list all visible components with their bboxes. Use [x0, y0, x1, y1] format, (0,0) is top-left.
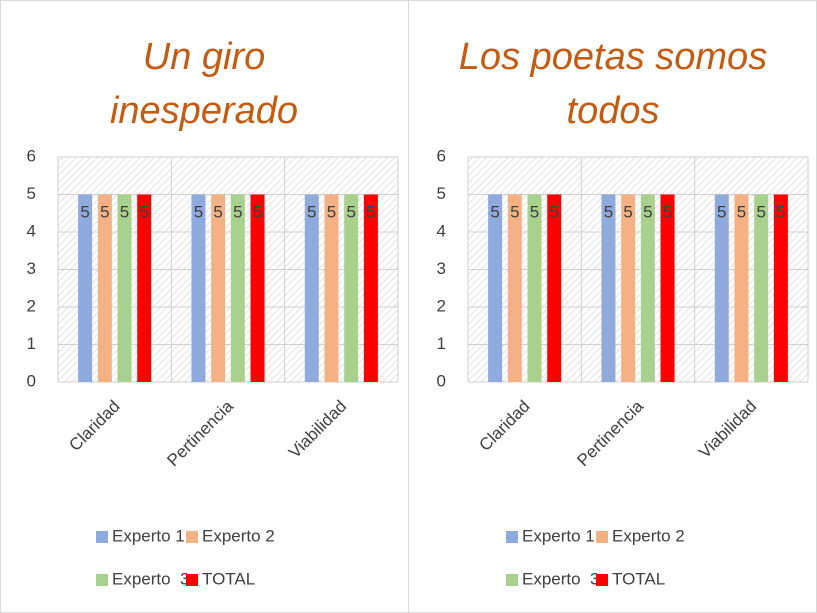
legend-label: TOTAL [612, 569, 665, 588]
x-tick-label: Viabilidad [695, 397, 760, 462]
bar [78, 194, 93, 382]
data-label: 5 [366, 203, 375, 222]
legend-label: Experto 3 [112, 569, 190, 588]
x-tick-label: Pertinencia [573, 396, 647, 470]
bar [230, 194, 245, 382]
bar [488, 194, 503, 382]
data-label: 5 [717, 203, 726, 222]
x-tick-label: Claridad [475, 397, 533, 455]
y-tick-label: 3 [437, 259, 446, 278]
y-tick-label: 0 [27, 371, 36, 390]
bar [97, 194, 112, 382]
data-label: 5 [776, 203, 785, 222]
y-tick-label: 6 [27, 146, 36, 165]
y-tick-label: 2 [27, 296, 36, 315]
y-tick-label: 5 [27, 184, 36, 203]
bar [734, 194, 749, 382]
bar [621, 194, 636, 382]
legend-label: Experto 3 [522, 569, 600, 588]
data-label: 5 [213, 203, 222, 222]
legend-label: Experto 1 [522, 526, 595, 545]
legend-swatch [596, 574, 608, 586]
legend-swatch [186, 531, 198, 543]
bar [250, 194, 265, 382]
bar [191, 194, 206, 382]
data-label: 5 [604, 203, 613, 222]
bar [507, 194, 522, 382]
data-label: 5 [120, 203, 129, 222]
bar [117, 194, 132, 382]
data-label: 5 [307, 203, 316, 222]
chart-title: Un giro inesperado [109, 36, 299, 132]
bar [754, 194, 769, 382]
bar [304, 194, 319, 382]
data-label: 5 [490, 203, 499, 222]
x-tick-label: Viabilidad [285, 397, 350, 462]
y-tick-label: 4 [437, 221, 446, 240]
bar [773, 194, 788, 382]
bar [660, 194, 675, 382]
data-label: 5 [139, 203, 148, 222]
data-label: 5 [327, 203, 336, 222]
y-tick-label: 1 [437, 334, 446, 353]
y-tick-label: 4 [27, 221, 36, 240]
y-tick-label: 2 [437, 296, 446, 315]
data-label: 5 [643, 203, 652, 222]
bar [640, 194, 655, 382]
y-tick-label: 6 [437, 146, 446, 165]
bar [344, 194, 359, 382]
legend-swatch [596, 531, 608, 543]
data-label: 5 [756, 203, 765, 222]
bar [547, 194, 562, 382]
bar [363, 194, 378, 382]
data-label: 5 [233, 203, 242, 222]
legend-swatch [96, 531, 108, 543]
bar [211, 194, 226, 382]
legend-swatch [506, 531, 518, 543]
legend-swatch [186, 574, 198, 586]
legend-label: Experto 2 [612, 526, 685, 545]
data-label: 5 [663, 203, 672, 222]
legend-swatch [96, 574, 108, 586]
y-tick-label: 3 [27, 259, 36, 278]
data-label: 5 [623, 203, 632, 222]
data-label: 5 [737, 203, 746, 222]
legend-label: Experto 2 [202, 526, 275, 545]
y-tick-label: 5 [437, 184, 446, 203]
data-label: 5 [194, 203, 203, 222]
bar [324, 194, 339, 382]
data-label: 5 [80, 203, 89, 222]
bar [137, 194, 152, 382]
x-tick-label: Pertinencia [163, 396, 237, 470]
bar [714, 194, 729, 382]
y-tick-label: 0 [437, 371, 446, 390]
x-tick-label: Claridad [65, 397, 123, 455]
data-label: 5 [549, 203, 558, 222]
y-tick-label: 1 [27, 334, 36, 353]
bar [527, 194, 542, 382]
data-label: 5 [530, 203, 539, 222]
legend-label: TOTAL [202, 569, 255, 588]
data-label: 5 [100, 203, 109, 222]
data-label: 5 [510, 203, 519, 222]
data-label: 5 [253, 203, 262, 222]
legend-swatch [506, 574, 518, 586]
legend-label: Experto 1 [112, 526, 185, 545]
bar [601, 194, 616, 382]
chart-title: Los poetas somos todos [458, 36, 768, 132]
data-label: 5 [346, 203, 355, 222]
